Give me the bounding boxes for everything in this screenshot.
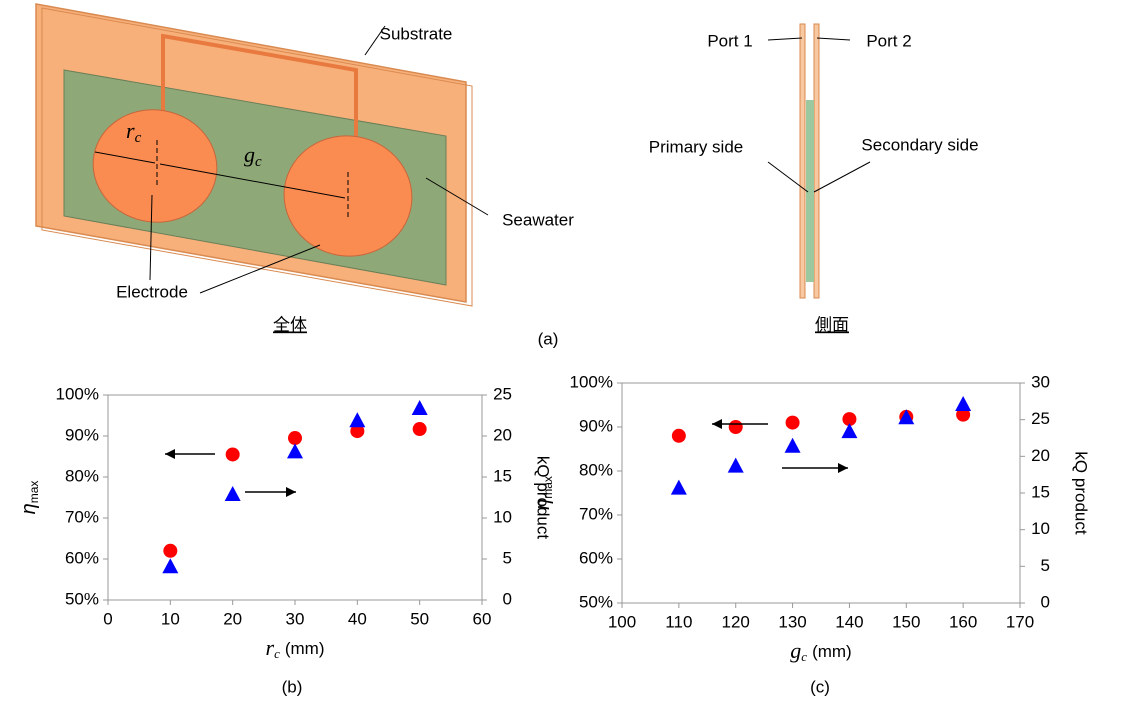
- y2-tick-label: 0: [503, 589, 512, 608]
- y-tick-label: 100%: [570, 372, 613, 391]
- y2-tick-label: 25: [1031, 409, 1050, 428]
- subscript: max: [541, 476, 555, 499]
- arrow-head: [838, 463, 848, 473]
- y-tick-label: 60%: [579, 548, 613, 567]
- x-tick-label: 30: [286, 609, 305, 628]
- x-tick-label: 110: [665, 612, 692, 631]
- y2-tick-label: 10: [1031, 519, 1050, 538]
- y2-tick-label: 10: [493, 507, 512, 526]
- symbol: g: [790, 638, 801, 663]
- x-tick-label: 160: [949, 612, 977, 631]
- label: Port 1: [707, 31, 752, 50]
- x-tick-label: 170: [1006, 612, 1034, 631]
- arrow-head: [165, 449, 175, 459]
- overall-view: Substrate Seawater Electrode rc gc 全体: [36, 4, 574, 334]
- y-tick-label: 70%: [65, 507, 99, 526]
- triangle-marker: [728, 458, 744, 473]
- caption: (c): [810, 677, 830, 696]
- label: Substrate: [380, 24, 453, 43]
- triangle-marker: [841, 423, 857, 438]
- circle-marker: [226, 447, 240, 461]
- x-tick-label: 60: [473, 609, 492, 628]
- label: Primary side: [649, 137, 743, 156]
- y-tick-label: 50%: [579, 592, 613, 611]
- arrow-head: [286, 487, 296, 497]
- y-tick-label: 60%: [65, 548, 99, 567]
- x-tick-label: 100: [608, 612, 636, 631]
- label: Secondary side: [861, 135, 978, 154]
- y2-tick-label: 15: [1031, 482, 1050, 501]
- y-tick-label: 50%: [65, 589, 99, 608]
- x-tick-label: 0: [103, 609, 112, 628]
- circle-marker: [163, 544, 177, 558]
- x-axis-label: gc (mm): [790, 638, 851, 664]
- triangle-marker: [412, 400, 428, 415]
- subscript: c: [135, 130, 142, 146]
- unit: (mm): [285, 639, 325, 658]
- figure: Substrate Seawater Electrode rc gc 全体 Po…: [0, 0, 1126, 704]
- triangle-marker: [225, 486, 241, 501]
- leader: [817, 38, 850, 40]
- leader: [768, 38, 802, 40]
- y-tick-label: 80%: [65, 466, 99, 485]
- label: Electrode: [116, 282, 188, 301]
- triangle-marker: [785, 438, 801, 453]
- x-tick-label: 130: [778, 612, 806, 631]
- circle-marker: [786, 416, 800, 430]
- view-title: 全体: [273, 315, 307, 334]
- substrate-shape: [814, 24, 819, 298]
- y2-tick-label: 5: [1041, 556, 1050, 575]
- triangle-marker: [287, 443, 303, 458]
- x-tick-label: 150: [892, 612, 920, 631]
- x-tick-label: 120: [722, 612, 750, 631]
- x-tick-label: 40: [348, 609, 367, 628]
- y2-tick-label: 0: [1041, 592, 1050, 611]
- substrate-shape: [800, 24, 805, 298]
- y-tick-label: 90%: [65, 425, 99, 444]
- subscript: c: [801, 649, 807, 664]
- symbol: η: [532, 499, 554, 510]
- subscript: max: [27, 481, 41, 504]
- symbol: η: [18, 503, 40, 514]
- y-tick-label: 90%: [579, 416, 613, 435]
- y2-tick-label: 15: [493, 466, 512, 485]
- subscript: c: [255, 154, 262, 170]
- triangle-marker: [162, 558, 178, 573]
- x-axis-label: rc(mm): [266, 635, 325, 661]
- triangle-marker: [671, 480, 687, 495]
- caption: (a): [538, 329, 559, 348]
- x-tick-label: 50: [410, 609, 429, 628]
- y2-tick-label: 5: [503, 548, 512, 567]
- y2-axis-label: kQ product: [1072, 451, 1091, 534]
- circle-marker: [413, 422, 427, 436]
- y2-tick-label: 30: [1031, 372, 1050, 391]
- y-axis-label: ηmax: [18, 481, 41, 515]
- subscript: c: [274, 646, 280, 661]
- plot-frame: [108, 395, 482, 600]
- y2-tick-label: 20: [1031, 446, 1050, 465]
- symbol: g: [244, 142, 255, 167]
- y-tick-label: 100%: [56, 384, 99, 403]
- circle-marker: [729, 420, 743, 434]
- x-tick-label: 140: [835, 612, 863, 631]
- circle-marker: [672, 429, 686, 443]
- y2-tick-label: 25: [493, 384, 512, 403]
- view-title: 側面: [815, 315, 849, 334]
- arrow-head: [712, 419, 722, 429]
- leader: [814, 162, 870, 192]
- label: Seawater: [502, 210, 574, 229]
- circle-marker: [288, 431, 302, 445]
- triangle-marker: [955, 396, 971, 411]
- y-tick-label: 70%: [579, 504, 613, 523]
- y-tick-label: 80%: [579, 460, 613, 479]
- side-view: Port 1 Port 2 Primary side Secondary sid…: [649, 24, 979, 334]
- y2-tick-label: 20: [493, 425, 512, 444]
- label: Port 2: [866, 31, 911, 50]
- triangle-marker: [349, 412, 365, 427]
- x-tick-label: 20: [223, 609, 242, 628]
- unit: (mm): [812, 642, 852, 661]
- caption: (b): [282, 677, 303, 696]
- x-tick-label: 10: [161, 609, 180, 628]
